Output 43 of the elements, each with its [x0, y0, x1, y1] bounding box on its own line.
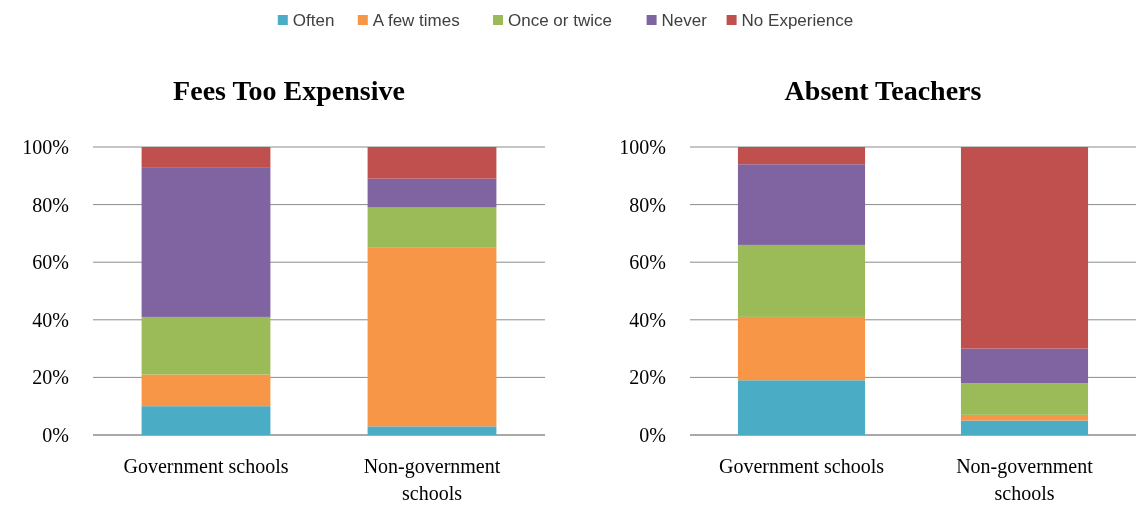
y-tick-label: 60%: [629, 251, 666, 274]
x-tick-label: Non-government schools: [363, 455, 501, 504]
legend-label: A few times: [372, 10, 460, 30]
chart-title: Absent Teachers: [784, 75, 982, 106]
y-tick-label: 0%: [42, 424, 69, 446]
bar: [141, 167, 271, 317]
bar: [960, 383, 1089, 415]
legend-label: Once or twice: [508, 10, 612, 30]
bar: [141, 316, 271, 375]
bar: [737, 164, 866, 245]
bar: [141, 147, 271, 168]
y-tick-label: 100%: [619, 136, 666, 158]
bar: [367, 207, 497, 248]
bar: [141, 374, 271, 407]
y-tick-label: 20%: [32, 366, 69, 389]
y-tick-label: 80%: [32, 193, 69, 216]
bar: [737, 147, 866, 165]
x-tick-label: Government schools: [719, 455, 885, 477]
bar: [737, 244, 866, 317]
y-tick-label: 80%: [629, 193, 666, 216]
bar: [367, 247, 497, 427]
bar: [960, 420, 1089, 435]
y-tick-label: 0%: [639, 424, 666, 446]
bar: [737, 380, 866, 435]
bar: [141, 406, 271, 435]
y-tick-label: 100%: [22, 136, 69, 158]
bar: [737, 316, 866, 381]
x-tick-label: Government schools: [123, 455, 289, 477]
legend-label: No Experience: [741, 10, 854, 30]
y-tick-label: 20%: [629, 366, 666, 389]
legend-label: Never: [661, 10, 708, 30]
bar: [367, 178, 497, 208]
bar: [960, 348, 1089, 384]
y-tick-label: 40%: [629, 308, 666, 331]
chart-title: Fees Too Expensive: [173, 75, 405, 106]
bar: [960, 414, 1089, 421]
bar: [960, 147, 1089, 349]
y-tick-label: 40%: [32, 308, 69, 331]
legend-label: Often: [292, 10, 335, 30]
x-tick-label: Non-government schools: [956, 455, 1094, 504]
bar: [367, 147, 497, 179]
y-tick-label: 60%: [32, 251, 69, 274]
bar: [367, 426, 497, 435]
